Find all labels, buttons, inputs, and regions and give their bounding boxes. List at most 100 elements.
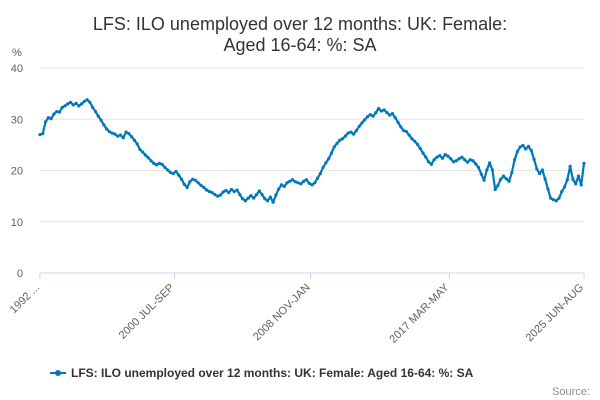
data-point <box>80 102 84 106</box>
data-point <box>129 135 134 139</box>
data-point <box>149 159 153 163</box>
data-point <box>365 115 370 119</box>
data-point <box>349 130 353 134</box>
data-point <box>329 151 334 155</box>
data-point <box>82 99 87 103</box>
data-point <box>449 157 453 161</box>
data-point <box>554 199 558 203</box>
data-point <box>488 161 492 165</box>
data-point <box>315 176 320 180</box>
data-point <box>388 113 392 117</box>
series-line-0 <box>38 98 586 204</box>
data-point <box>493 187 497 192</box>
data-point <box>540 168 544 172</box>
data-point <box>576 174 581 178</box>
data-point <box>513 158 517 162</box>
data-point <box>515 149 519 154</box>
data-point <box>557 196 561 200</box>
data-point <box>546 187 550 191</box>
data-point <box>238 192 242 197</box>
data-point <box>232 189 236 194</box>
data-point <box>265 199 270 203</box>
data-point <box>526 144 531 149</box>
data-point <box>118 133 123 137</box>
data-point <box>415 142 420 146</box>
data-point <box>185 185 189 190</box>
data-point <box>393 116 397 120</box>
data-point <box>335 141 339 145</box>
data-point <box>279 183 284 187</box>
y-grid <box>40 67 584 274</box>
data-point <box>501 174 506 178</box>
data-point <box>63 104 67 108</box>
data-point <box>485 168 489 172</box>
data-point <box>218 193 223 197</box>
data-point <box>499 177 503 181</box>
y-tick-label-0: 0 <box>17 268 23 280</box>
data-point <box>143 153 148 157</box>
data-point <box>243 199 247 203</box>
data-point <box>96 114 100 118</box>
data-point <box>385 110 389 115</box>
source-credit[interactable]: Source: <box>552 386 590 398</box>
data-point <box>107 129 111 134</box>
data-point <box>224 188 228 193</box>
data-point <box>152 161 156 165</box>
data-point <box>432 158 436 162</box>
data-point <box>377 106 381 111</box>
data-point <box>496 183 500 187</box>
data-point <box>524 147 528 151</box>
data-point <box>199 183 203 187</box>
data-point <box>296 181 300 185</box>
legend-marker-0 <box>55 370 61 376</box>
data-point <box>371 114 375 118</box>
data-point <box>468 158 472 162</box>
y-tick-label-30: 30 <box>11 114 23 126</box>
data-point <box>465 160 470 164</box>
data-point <box>77 104 81 108</box>
legend-label-0[interactable]: LFS: ILO unemployed over 12 months: UK: … <box>71 366 474 380</box>
data-point <box>504 177 508 181</box>
legend[interactable]: LFS: ILO unemployed over 12 months: UK: … <box>50 366 474 380</box>
data-point <box>549 196 553 200</box>
data-point <box>543 177 547 181</box>
data-point <box>38 133 42 137</box>
data-point <box>229 187 234 192</box>
data-point <box>268 195 272 199</box>
data-point <box>252 196 256 200</box>
data-point <box>535 167 539 171</box>
data-point <box>160 162 164 166</box>
data-point <box>352 132 356 136</box>
data-point <box>399 125 403 129</box>
data-point <box>451 160 456 164</box>
data-point <box>66 102 70 106</box>
data-point <box>413 139 417 143</box>
data-point <box>43 120 48 124</box>
data-point <box>166 168 170 172</box>
data-point <box>221 190 225 194</box>
data-point <box>132 138 136 142</box>
data-point <box>560 189 564 194</box>
data-point <box>582 161 586 165</box>
series-group <box>38 98 586 204</box>
data-point <box>418 146 422 151</box>
data-point <box>257 189 261 193</box>
y-axis-unit-label: % <box>12 47 22 59</box>
data-point <box>191 177 195 181</box>
x-tick-label-3: 2017 MAR-MAY <box>387 281 452 346</box>
data-point <box>293 180 297 184</box>
data-point <box>532 157 536 161</box>
data-point <box>121 136 125 140</box>
data-point <box>318 171 322 176</box>
data-point <box>401 128 406 133</box>
data-point <box>360 121 364 125</box>
data-point <box>438 154 442 158</box>
data-point <box>49 117 53 121</box>
chart-title-line-1: LFS: ILO unemployed over 12 months: UK: … <box>93 14 507 34</box>
data-point <box>52 112 56 116</box>
data-point <box>379 109 383 113</box>
data-point <box>177 173 181 177</box>
data-point <box>146 156 150 160</box>
data-point <box>213 192 217 197</box>
